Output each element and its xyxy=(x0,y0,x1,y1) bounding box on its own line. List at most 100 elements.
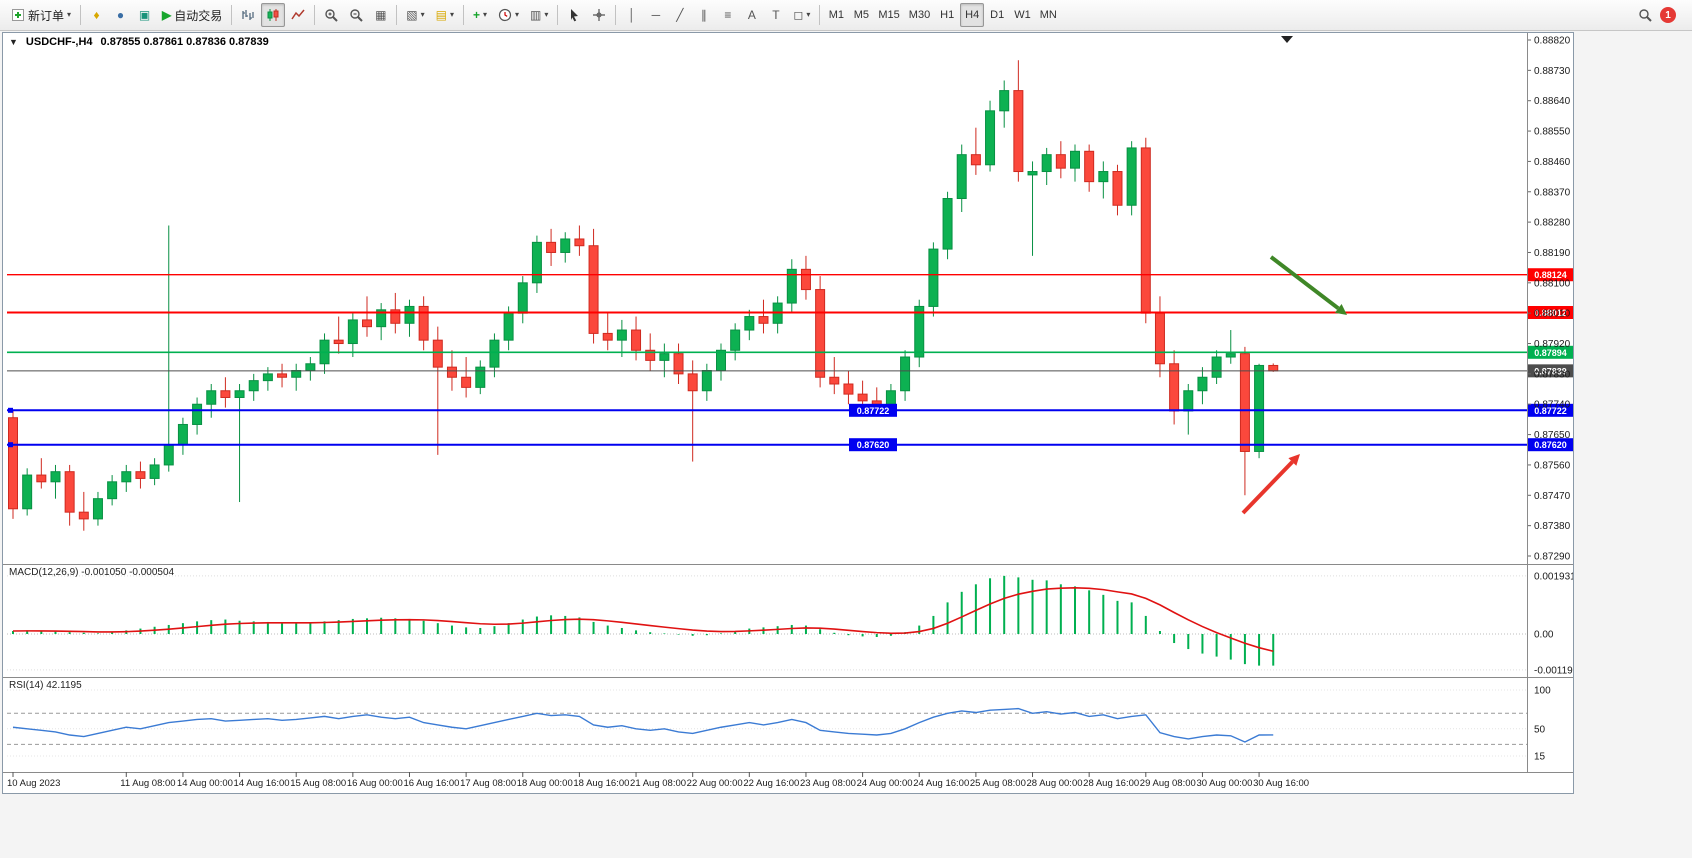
candle-up xyxy=(730,329,741,351)
label-tool-button[interactable]: T xyxy=(764,3,787,27)
indicators-button[interactable]: + ▾ xyxy=(468,3,492,27)
channel-button[interactable]: ∥ xyxy=(692,3,715,27)
candle-up xyxy=(404,305,415,324)
candle-down xyxy=(970,154,981,166)
time-axis-label: 16 Aug 00:00 xyxy=(347,778,403,789)
trendline-button[interactable]: ╱ xyxy=(668,3,691,27)
resistance-line-1-axis-label xyxy=(1528,268,1573,282)
candlestick-chart-button[interactable] xyxy=(261,3,286,27)
candle-down xyxy=(687,373,698,392)
terminal-button[interactable]: ▣ xyxy=(133,3,156,27)
timeframe-button-h1[interactable]: H1 xyxy=(935,3,959,27)
buy-support-arrow-head[interactable] xyxy=(1288,454,1300,466)
price-tick-label: 0.87470 xyxy=(1534,491,1571,502)
zoom-in-button[interactable] xyxy=(319,3,343,27)
price-tick-label: 0.88820 xyxy=(1534,36,1571,47)
timeframe-group: M1 M5 M15 M30 H1 H4 D1 W1 MN xyxy=(824,3,1060,27)
candle-up xyxy=(1027,171,1038,176)
candle-up xyxy=(1254,364,1265,452)
crosshair-button[interactable] xyxy=(587,3,611,27)
bar-chart-button[interactable] xyxy=(236,3,260,27)
caret-down-icon: ▾ xyxy=(483,10,488,19)
tile-windows-button[interactable]: ▦ xyxy=(369,3,392,27)
candle-up xyxy=(192,403,203,425)
candle-up xyxy=(701,370,712,392)
timeframe-button-mn[interactable]: MN xyxy=(1036,3,1061,27)
candle-down xyxy=(1084,150,1095,183)
market-watch-button[interactable]: ♦ xyxy=(85,3,108,27)
horizontal-line-button[interactable]: ─ xyxy=(644,3,667,27)
toolbar-separator xyxy=(819,5,821,25)
svg-text:0.87839: 0.87839 xyxy=(1534,366,1567,376)
shapes-button[interactable]: ◻ ▾ xyxy=(788,3,815,27)
candle-down xyxy=(461,376,472,388)
label-tool-icon: T xyxy=(772,8,780,22)
notification-badge[interactable]: 1 xyxy=(1660,7,1676,23)
autotrading-button[interactable]: ▶ 自动交易 xyxy=(157,3,227,27)
candle-up xyxy=(107,481,118,500)
zoom-out-button[interactable] xyxy=(344,3,368,27)
support-line-2-handle[interactable] xyxy=(8,442,13,448)
timeframe-button-m30[interactable]: M30 xyxy=(905,3,934,27)
price-tick-label: 0.87650 xyxy=(1534,430,1571,441)
timeframe-button-w1[interactable]: W1 xyxy=(1010,3,1035,27)
periods-button[interactable]: ▾ xyxy=(493,3,524,27)
time-axis-label: 24 Aug 16:00 xyxy=(913,778,969,789)
timeframe-button-m15[interactable]: M15 xyxy=(874,3,903,27)
price-tick-label: 0.87740 xyxy=(1534,400,1571,411)
candle-down xyxy=(758,316,769,324)
time-axis-label: 10 Aug 2023 xyxy=(7,778,60,789)
collapse-chart-icon[interactable]: ▼ xyxy=(9,37,18,47)
candle-up xyxy=(121,471,132,483)
candlestick-chart-icon xyxy=(266,8,280,22)
timeframe-button-d1[interactable]: D1 xyxy=(985,3,1009,27)
svg-text:0.87722: 0.87722 xyxy=(1534,406,1567,416)
candle-up xyxy=(1070,150,1080,169)
new-order-icon xyxy=(11,8,25,22)
sell-pressure-arrow-head[interactable] xyxy=(1334,303,1347,315)
crosshair-icon xyxy=(592,8,606,22)
autotrading-play-icon: ▶ xyxy=(162,8,172,22)
timeframe-button-m1[interactable]: M1 xyxy=(824,3,848,27)
timeframe-button-m5[interactable]: M5 xyxy=(849,3,873,27)
candle-up xyxy=(531,241,542,284)
toolbar-separator xyxy=(80,5,82,25)
line-chart-button[interactable] xyxy=(286,3,310,27)
svg-text:0.88012: 0.88012 xyxy=(1534,308,1567,318)
new-order-button[interactable]: 新订单 ▾ xyxy=(6,3,76,27)
candle-down xyxy=(1055,154,1066,169)
templates-button[interactable]: ▥ ▾ xyxy=(525,3,553,27)
price-tick-label: 0.88460 xyxy=(1534,157,1571,168)
fibonacci-button[interactable]: ≡ xyxy=(716,3,739,27)
new-chart-icon: ▧ xyxy=(406,8,418,22)
svg-text:0.87894: 0.87894 xyxy=(1534,348,1567,358)
svg-text:0.87620: 0.87620 xyxy=(857,440,890,450)
navigator-button[interactable]: ● xyxy=(109,3,132,27)
candle-down xyxy=(574,238,585,247)
search-button[interactable] xyxy=(1633,3,1657,27)
sell-pressure-arrow[interactable] xyxy=(1269,255,1340,310)
rsi-indicator-label: RSI(14) 42.1195 xyxy=(9,680,82,691)
new-chart-button[interactable]: ▧ ▾ xyxy=(401,3,429,27)
time-axis-label: 30 Aug 16:00 xyxy=(1253,778,1309,789)
candle-down xyxy=(220,390,231,398)
timeframe-button-h4[interactable]: H4 xyxy=(960,3,985,27)
candle-up xyxy=(1211,356,1222,378)
cursor-button[interactable] xyxy=(562,3,586,27)
main-plot-area[interactable] xyxy=(7,33,1527,564)
buy-support-arrow[interactable] xyxy=(1241,460,1294,515)
vertical-line-button[interactable]: │ xyxy=(620,3,643,27)
rsi-tick-label: 100 xyxy=(1534,686,1551,697)
profiles-button[interactable]: ▤ ▾ xyxy=(431,3,459,27)
candle-down xyxy=(871,400,882,405)
candle-down xyxy=(1112,171,1123,206)
time-axis-label: 29 Aug 08:00 xyxy=(1140,778,1196,789)
text-tool-button[interactable]: A xyxy=(740,3,763,27)
candle-up xyxy=(92,498,103,520)
candle-up xyxy=(1183,390,1194,412)
candle-up xyxy=(900,356,911,392)
support-line-1-handle[interactable] xyxy=(8,407,13,413)
chart-canvas[interactable]: 0.88124 0.88012 0.87894 0.87722 0.87722 0.876… xyxy=(3,33,1579,793)
candle-down xyxy=(64,471,75,513)
templates-icon: ▥ xyxy=(530,8,542,22)
